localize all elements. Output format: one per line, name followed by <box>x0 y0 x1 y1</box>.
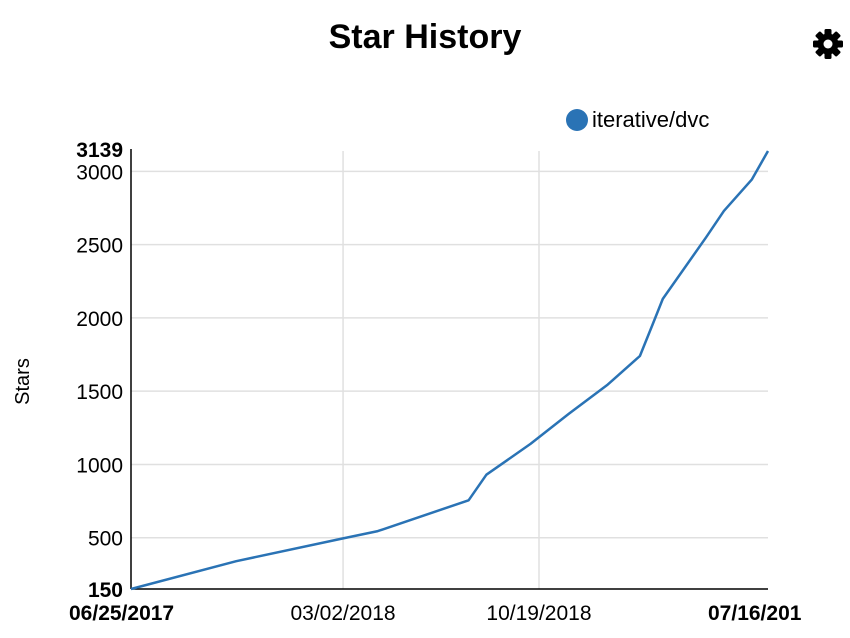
grid-lines <box>131 151 768 589</box>
chart-title: Star History <box>328 18 522 56</box>
y-tick-label: 2000 <box>76 308 123 331</box>
y-tick-label: 500 <box>88 528 123 551</box>
y-tick-label: 1000 <box>76 454 123 477</box>
gear-icon[interactable] <box>808 24 848 64</box>
y-tick-label: 1500 <box>76 381 123 404</box>
legend-swatch <box>566 109 588 131</box>
series-lines <box>130 150 770 591</box>
axes <box>130 149 768 590</box>
x-tick-label: 03/02/2018 <box>290 602 395 625</box>
y-tick-label: 150 <box>88 579 123 602</box>
x-tick-label: 07/16/201 <box>708 602 802 625</box>
series-line-iterative-dvc <box>130 150 770 591</box>
y-tick-label: 3000 <box>76 161 123 184</box>
x-tick-label: 06/25/2017 <box>69 602 174 625</box>
legend-label: iterative/dvc <box>592 107 710 132</box>
chart-legend: iterative/dvc <box>566 106 709 134</box>
x-axis-ticks: 06/25/2017 03/02/2018 10/19/2018 07/16/201 <box>69 602 802 625</box>
y-tick-label: 2500 <box>76 235 123 258</box>
x-tick-label: 10/19/2018 <box>486 602 591 625</box>
y-tick-label: 3139 <box>76 139 123 162</box>
